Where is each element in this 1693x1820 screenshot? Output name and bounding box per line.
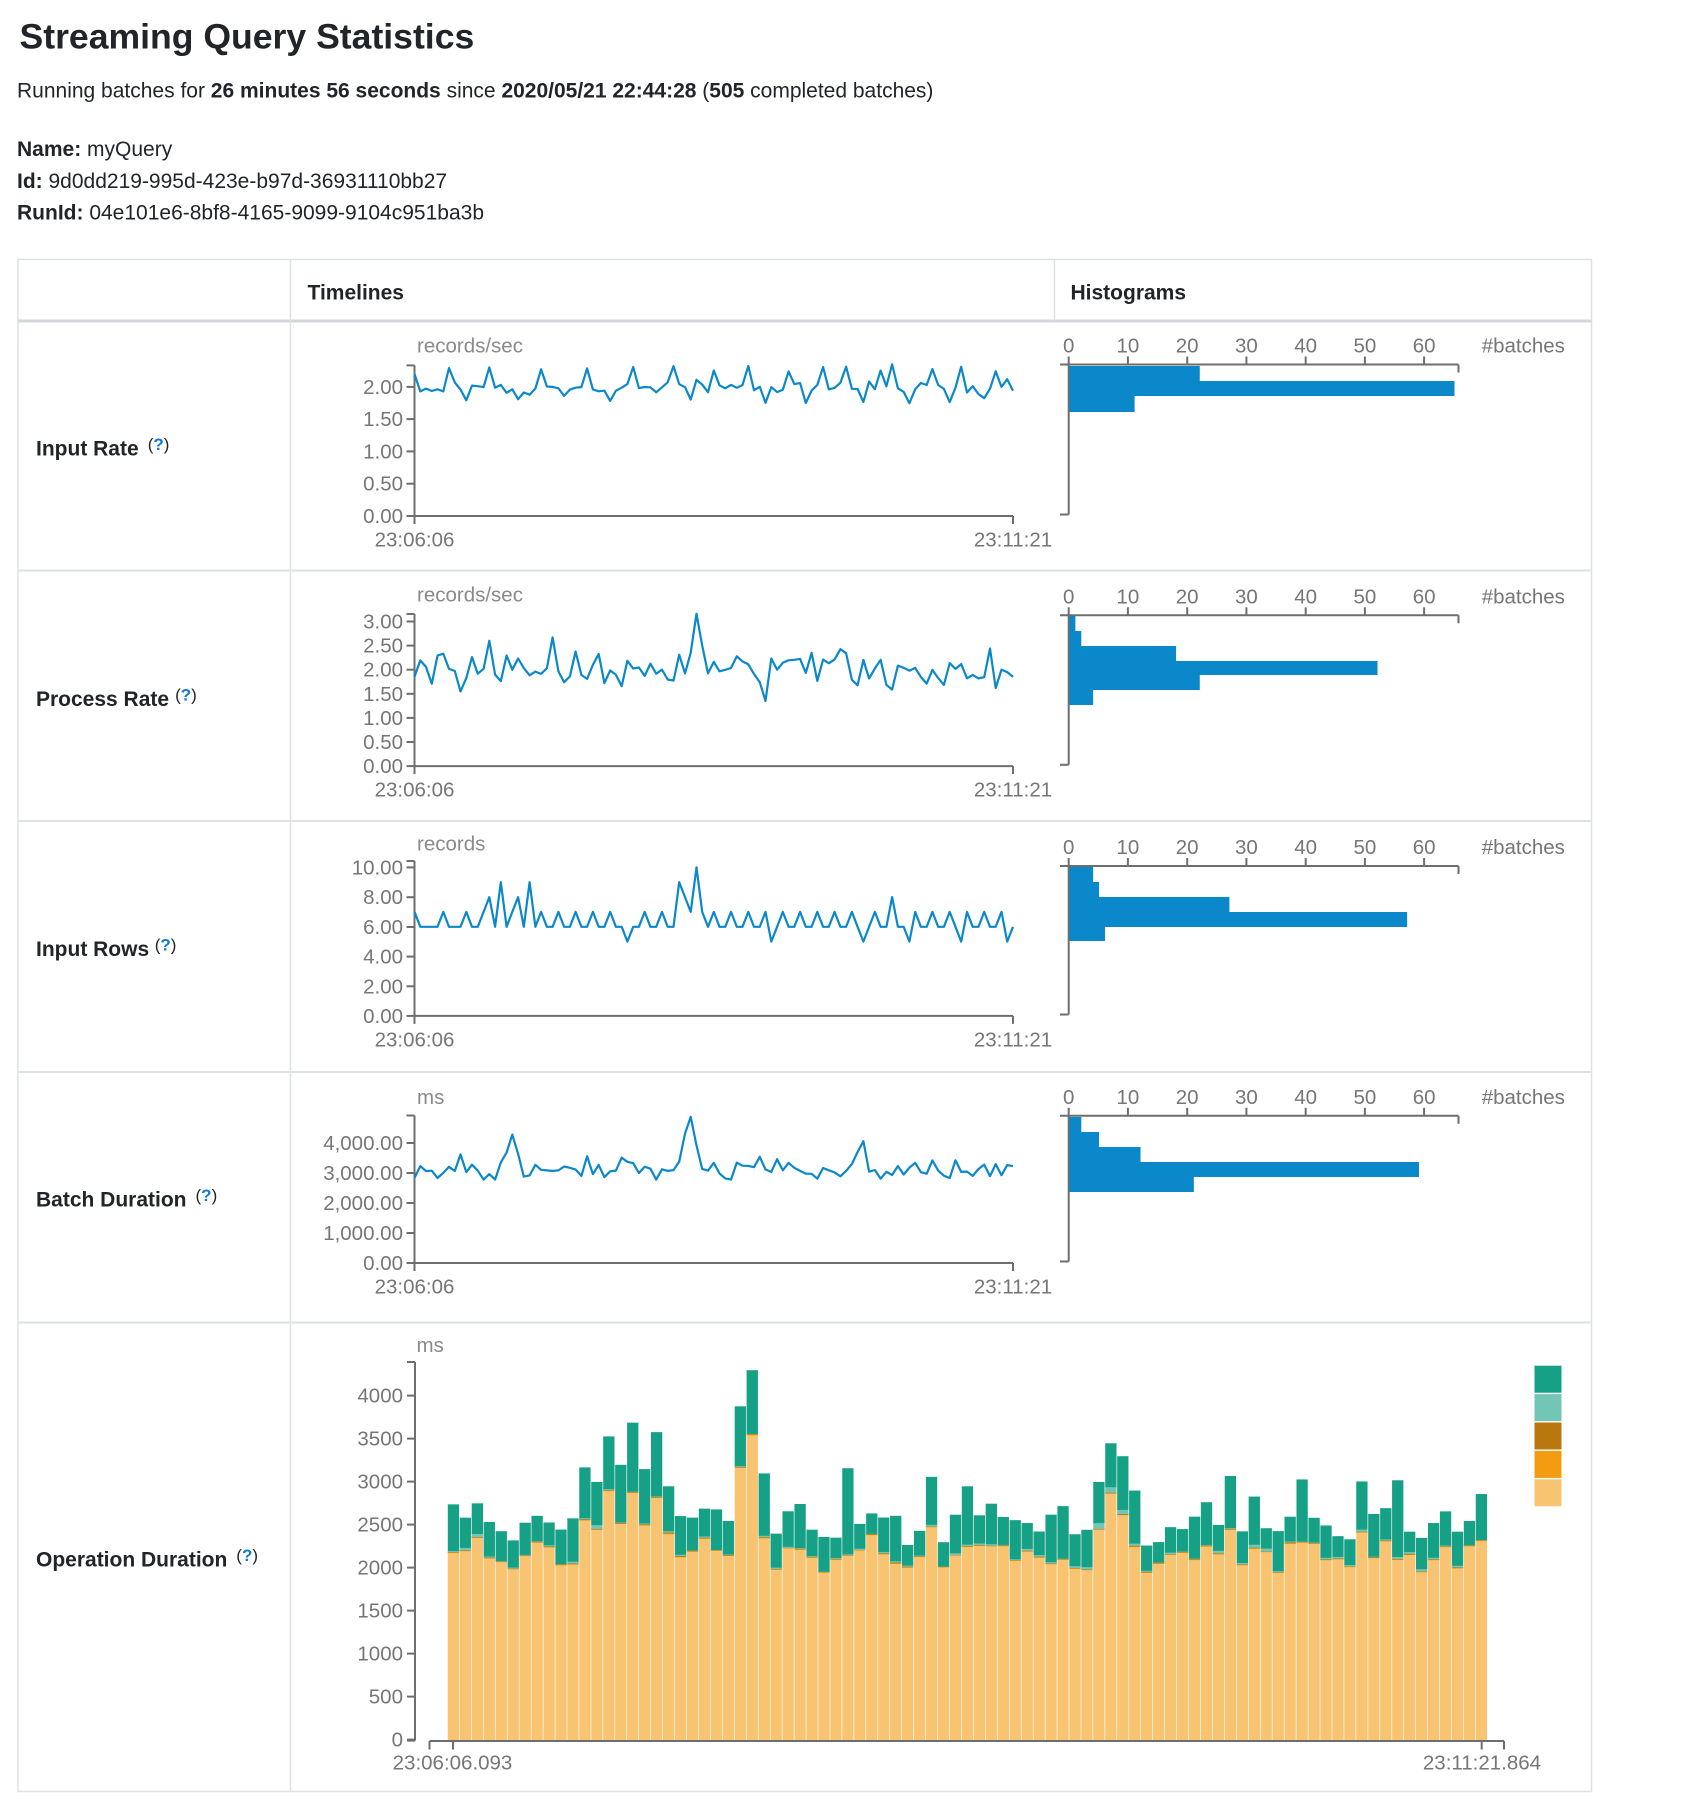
- svg-text:Input Rate: Input Rate: [36, 438, 139, 461]
- svg-text:30: 30: [1235, 335, 1258, 358]
- svg-text:ms: ms: [417, 1086, 444, 1109]
- svg-text:#batches: #batches: [1482, 335, 1565, 358]
- svg-text:8.00: 8.00: [363, 886, 403, 909]
- svg-text:ms: ms: [417, 1334, 444, 1357]
- svg-text:1.50: 1.50: [363, 683, 403, 706]
- svg-text:0.00: 0.00: [363, 505, 403, 528]
- svg-text:1,000.00: 1,000.00: [323, 1222, 403, 1245]
- svg-text:0.00: 0.00: [363, 755, 403, 778]
- svg-text:1.50: 1.50: [363, 408, 403, 431]
- svg-text:4.00: 4.00: [363, 946, 403, 969]
- svg-text:3.00: 3.00: [363, 611, 403, 634]
- svg-text:20: 20: [1176, 836, 1199, 859]
- svg-text:records/sec: records/sec: [417, 584, 523, 607]
- svg-text:40: 40: [1294, 335, 1317, 358]
- svg-text:Batch Duration: Batch Duration: [36, 1189, 187, 1212]
- svg-text:500: 500: [369, 1686, 403, 1709]
- svg-text:0: 0: [1063, 1086, 1074, 1109]
- svg-text:23:11:21.864: 23:11:21.864: [1423, 1752, 1541, 1775]
- svg-text:0: 0: [1063, 585, 1074, 608]
- svg-text:60: 60: [1413, 585, 1436, 608]
- svg-text:23:11:21: 23:11:21: [974, 1276, 1052, 1299]
- svg-text:23:06:06: 23:06:06: [375, 779, 455, 802]
- svg-text:30: 30: [1235, 1086, 1258, 1109]
- svg-text:Id: 9d0dd219-995d-423e-b97d-36: Id: 9d0dd219-995d-423e-b97d-36931110bb27: [17, 170, 447, 193]
- svg-text:2000: 2000: [357, 1557, 403, 1580]
- svg-text:Timelines: Timelines: [308, 282, 405, 305]
- svg-text:20: 20: [1176, 335, 1199, 358]
- svg-text:2.00: 2.00: [363, 659, 403, 682]
- svg-text:60: 60: [1413, 836, 1436, 859]
- svg-text:60: 60: [1413, 1086, 1436, 1109]
- svg-text:10: 10: [1116, 335, 1139, 358]
- svg-text:10.00: 10.00: [352, 856, 403, 879]
- svg-text:4,000.00: 4,000.00: [323, 1132, 403, 1155]
- svg-text:50: 50: [1353, 335, 1376, 358]
- svg-text:0: 0: [1063, 836, 1074, 859]
- svg-text:Input Rows: Input Rows: [36, 938, 149, 961]
- svg-text:records/sec: records/sec: [417, 335, 523, 358]
- svg-text:1.00: 1.00: [363, 440, 403, 463]
- svg-text:0.50: 0.50: [363, 473, 403, 496]
- svg-text:23:06:06: 23:06:06: [375, 1276, 455, 1299]
- svg-text:Running batches for 26 minutes: Running batches for 26 minutes 56 second…: [17, 80, 933, 103]
- svg-text:2,000.00: 2,000.00: [323, 1192, 403, 1215]
- svg-text:10: 10: [1116, 585, 1139, 608]
- svg-text:2.50: 2.50: [363, 635, 403, 658]
- svg-text:20: 20: [1176, 1086, 1199, 1109]
- svg-text:20: 20: [1176, 585, 1199, 608]
- svg-text:0.50: 0.50: [363, 731, 403, 754]
- svg-text:0: 0: [392, 1729, 403, 1752]
- svg-text:10: 10: [1116, 1086, 1139, 1109]
- svg-text:3,000.00: 3,000.00: [323, 1162, 403, 1185]
- svg-text:23:11:21: 23:11:21: [974, 779, 1052, 802]
- svg-text:Histograms: Histograms: [1071, 282, 1187, 305]
- svg-text:Operation Duration: Operation Duration: [36, 1549, 227, 1572]
- svg-text:(?): (?): [236, 1546, 258, 1565]
- svg-text:3500: 3500: [357, 1428, 403, 1451]
- svg-text:records: records: [417, 833, 485, 856]
- svg-text:Process Rate: Process Rate: [36, 688, 169, 711]
- svg-text:10: 10: [1116, 836, 1139, 859]
- svg-text:6.00: 6.00: [363, 916, 403, 939]
- svg-text:(?): (?): [175, 686, 197, 705]
- svg-text:1.00: 1.00: [363, 707, 403, 730]
- svg-text:30: 30: [1235, 836, 1258, 859]
- svg-text:0: 0: [1063, 335, 1074, 358]
- svg-text:RunId: 04e101e6-8bf8-4165-9099: RunId: 04e101e6-8bf8-4165-9099-9104c951b…: [17, 202, 484, 225]
- svg-text:1500: 1500: [357, 1600, 403, 1623]
- svg-text:0.00: 0.00: [363, 1252, 403, 1275]
- svg-text:40: 40: [1294, 585, 1317, 608]
- svg-text:30: 30: [1235, 585, 1258, 608]
- svg-text:60: 60: [1413, 335, 1436, 358]
- svg-text:23:06:06.093: 23:06:06.093: [393, 1752, 513, 1775]
- svg-text:0.00: 0.00: [363, 1005, 403, 1028]
- svg-text:(?): (?): [148, 435, 170, 454]
- svg-text:3000: 3000: [357, 1471, 403, 1494]
- svg-text:1000: 1000: [357, 1643, 403, 1666]
- svg-text:40: 40: [1294, 1086, 1317, 1109]
- svg-text:Streaming Query Statistics: Streaming Query Statistics: [20, 17, 475, 57]
- svg-text:#batches: #batches: [1482, 1086, 1565, 1109]
- svg-text:23:06:06: 23:06:06: [375, 529, 455, 552]
- svg-text:23:11:21: 23:11:21: [974, 529, 1052, 552]
- svg-text:40: 40: [1294, 836, 1317, 859]
- svg-text:Name: myQuery: Name: myQuery: [17, 138, 173, 161]
- svg-text:50: 50: [1353, 836, 1376, 859]
- svg-text:(?): (?): [155, 936, 177, 955]
- svg-text:50: 50: [1353, 1086, 1376, 1109]
- svg-text:23:06:06: 23:06:06: [375, 1028, 455, 1051]
- svg-text:2500: 2500: [357, 1514, 403, 1537]
- svg-text:#batches: #batches: [1482, 585, 1565, 608]
- svg-text:2.00: 2.00: [363, 376, 403, 399]
- svg-text:23:11:21: 23:11:21: [974, 1028, 1052, 1051]
- svg-text:50: 50: [1353, 585, 1376, 608]
- svg-text:2.00: 2.00: [363, 975, 403, 998]
- svg-text:#batches: #batches: [1482, 836, 1565, 859]
- svg-text:(?): (?): [196, 1186, 218, 1205]
- svg-text:4000: 4000: [357, 1385, 403, 1408]
